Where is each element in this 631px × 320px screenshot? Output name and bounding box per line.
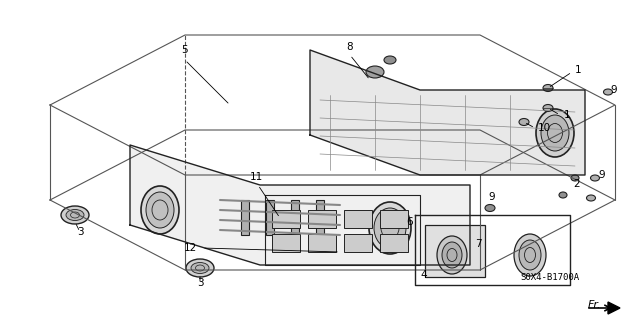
Ellipse shape (541, 115, 569, 151)
Ellipse shape (369, 202, 411, 254)
Polygon shape (310, 50, 585, 175)
Text: 1: 1 (564, 110, 570, 120)
Ellipse shape (146, 192, 174, 228)
Bar (266, 200, 274, 235)
Ellipse shape (591, 175, 599, 181)
Ellipse shape (141, 186, 179, 234)
Text: S0X4-B1700A: S0X4-B1700A (520, 274, 579, 283)
Bar (344, 210, 372, 228)
Polygon shape (130, 145, 470, 265)
Text: 7: 7 (475, 239, 481, 249)
Ellipse shape (384, 56, 396, 64)
Bar (272, 210, 300, 228)
Ellipse shape (66, 210, 84, 220)
Bar (272, 234, 300, 252)
Bar (380, 234, 408, 252)
Ellipse shape (374, 208, 406, 248)
Ellipse shape (571, 175, 579, 181)
Ellipse shape (485, 204, 495, 212)
Bar (308, 210, 336, 228)
Ellipse shape (603, 89, 613, 95)
Bar (291, 200, 299, 235)
Text: 12: 12 (184, 243, 197, 253)
Text: 4: 4 (421, 270, 427, 280)
Ellipse shape (543, 105, 553, 111)
Text: 3: 3 (77, 227, 83, 237)
Text: 8: 8 (346, 42, 353, 52)
Ellipse shape (586, 195, 596, 201)
Text: 3: 3 (197, 278, 203, 288)
Ellipse shape (519, 240, 541, 270)
Polygon shape (608, 302, 620, 314)
Ellipse shape (186, 259, 214, 277)
Ellipse shape (559, 192, 567, 198)
Ellipse shape (543, 84, 553, 92)
Text: 1: 1 (575, 65, 582, 75)
Ellipse shape (191, 262, 209, 274)
Text: 10: 10 (538, 123, 551, 133)
Ellipse shape (437, 236, 467, 274)
Bar (425, 225, 485, 277)
Text: 11: 11 (249, 172, 262, 182)
Bar (241, 200, 249, 235)
Ellipse shape (61, 206, 89, 224)
Text: Fr.: Fr. (588, 300, 601, 310)
Bar (380, 210, 408, 228)
Bar (308, 234, 336, 252)
Text: 9: 9 (598, 170, 604, 180)
Bar (316, 200, 324, 235)
Text: 9: 9 (610, 85, 616, 95)
Ellipse shape (442, 242, 462, 268)
Text: 2: 2 (573, 179, 580, 189)
Text: 6: 6 (406, 217, 413, 227)
Ellipse shape (519, 118, 529, 125)
Ellipse shape (514, 234, 546, 276)
Text: 9: 9 (488, 192, 495, 202)
Ellipse shape (366, 66, 384, 78)
Ellipse shape (536, 109, 574, 157)
Bar (344, 234, 372, 252)
Text: 5: 5 (182, 45, 188, 55)
